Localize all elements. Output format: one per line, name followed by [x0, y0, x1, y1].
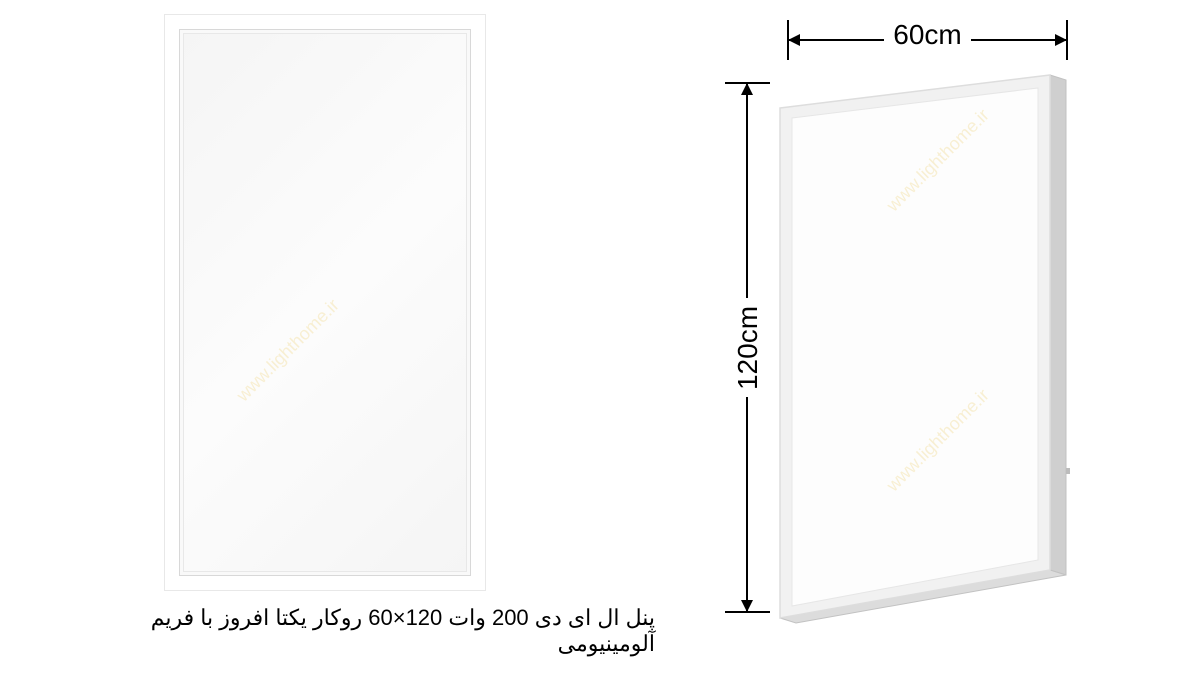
arrow-down-icon: [741, 600, 753, 612]
panel-side-edge: [1050, 75, 1066, 575]
panel-frame: [165, 15, 485, 590]
dimension-height: 120cm: [720, 75, 775, 620]
product-figure: 60cm 120cm www.lighthome.ir www.lighthom…: [0, 0, 1200, 675]
product-caption: پنل ال ای دی 200 وات 120×60 روکار یکتا ا…: [85, 605, 655, 657]
arrow-right-icon: [1055, 34, 1067, 46]
arrow-left-icon: [788, 34, 800, 46]
perspective-svg: [770, 70, 1080, 625]
dimension-height-label: 120cm: [732, 305, 764, 389]
panel-front-surface: [792, 88, 1038, 606]
mount-pin: [1066, 468, 1070, 474]
dimension-width: 60cm: [780, 15, 1075, 65]
panel-front-view: [165, 15, 485, 590]
arrow-up-icon: [741, 83, 753, 95]
panel-perspective-view: [770, 70, 1080, 625]
panel-surface: [183, 33, 467, 572]
dimension-width-label: 60cm: [893, 19, 961, 51]
